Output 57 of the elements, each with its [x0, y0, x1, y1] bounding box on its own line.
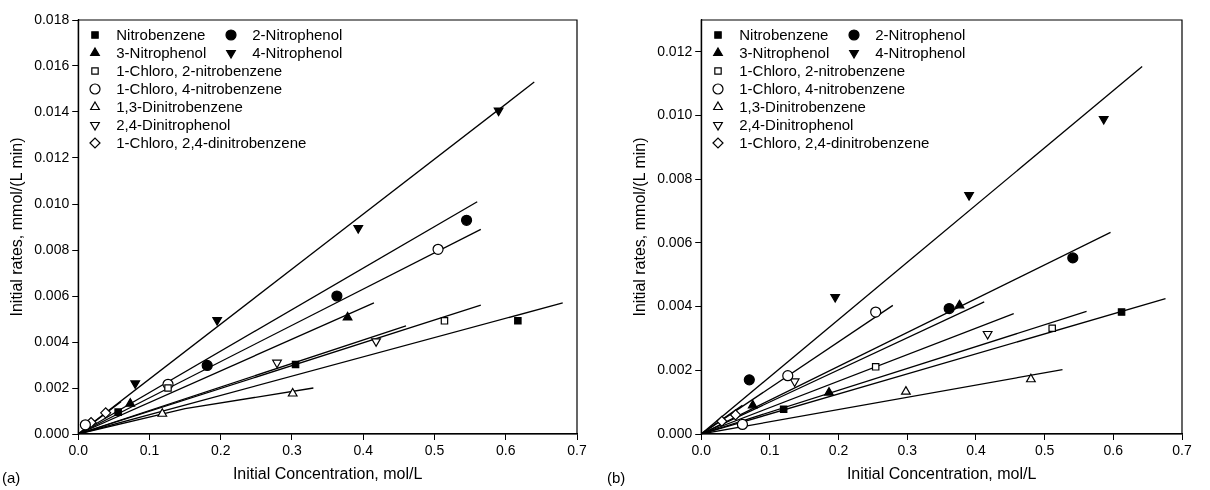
x-tick-label: 0.3 [282, 442, 302, 459]
y-tick-label: 0.000 [657, 424, 693, 441]
legend-label: 1-Chloro, 4-nitrobenzene [739, 80, 906, 97]
x-axis-title: Initial Concentration, mol/L [846, 464, 1037, 482]
x-tick-label: 0.4 [966, 442, 986, 459]
x-tick-label: 0.0 [68, 442, 89, 459]
text: (b) [607, 468, 626, 486]
x-tick-label: 0.6 [1103, 442, 1124, 459]
x-tick-label: 0.0 [691, 442, 712, 459]
x-tick-label: 0.4 [353, 442, 374, 459]
legend-label: 1-Chloro, 2,4-dinitrobenzene [116, 134, 307, 151]
text: (a) [2, 468, 21, 486]
y-tick-label: 0.008 [657, 170, 693, 187]
legend-label: 1,3-Dinitrobenzene [116, 98, 243, 115]
legend-label: 1-Chloro, 2-nitrobenzene [739, 62, 906, 79]
x-tick-label: 0.5 [1034, 442, 1055, 459]
y-tick-label: 0.002 [657, 361, 693, 378]
y-tick-label: 0.008 [34, 240, 70, 257]
legend-label: 4-Nitrophenol [252, 44, 343, 61]
x-tick-label: 0.3 [897, 442, 918, 459]
y-tick-label: 0.004 [34, 332, 70, 349]
legend-label: 2,4-Dinitrophenol [739, 116, 854, 133]
legend-label: 1-Chloro, 2-nitrobenzene [116, 62, 283, 79]
y-tick-label: 0.006 [34, 286, 70, 303]
legend-label: 3-Nitrophenol [739, 44, 830, 61]
x-tick-label: 0.1 [139, 442, 160, 459]
x-axis-title: Initial Concentration, mol/L [232, 464, 423, 482]
legend-label: 1-Chloro, 4-nitrobenzene [116, 80, 283, 97]
y-tick-label: 0.002 [34, 378, 70, 395]
legend-label: 2-Nitrophenol [252, 26, 343, 43]
legend-label: 1,3-Dinitrobenzene [739, 98, 866, 115]
y-tick-label: 0.006 [657, 233, 693, 250]
x-tick-label: 0.2 [828, 442, 849, 459]
x-tick-label: 0.2 [211, 442, 231, 459]
legend-label: 3-Nitrophenol [116, 44, 207, 61]
y-tick-label: 0.018 [34, 10, 70, 27]
x-tick-label: 0.7 [567, 442, 587, 459]
x-tick-label: 0.5 [424, 442, 445, 459]
y-tick-label: 0.012 [657, 42, 693, 59]
x-tick-label: 0.1 [760, 442, 780, 459]
y-tick-label: 0.010 [34, 194, 70, 211]
y-axis-title: Initial rates, mmol/(L min) [631, 137, 649, 317]
x-tick-label: 0.7 [1172, 442, 1192, 459]
legend-label: Nitrobenzene [116, 26, 206, 43]
y-tick-label: 0.012 [34, 148, 70, 165]
legend-label: Nitrobenzene [739, 26, 829, 43]
y-tick-label: 0.000 [34, 424, 70, 441]
legend-label: 2-Nitrophenol [875, 26, 966, 43]
y-tick-label: 0.016 [34, 56, 70, 73]
legend-label: 4-Nitrophenol [875, 44, 966, 61]
x-tick-label: 0.6 [496, 442, 516, 459]
y-tick-label: 0.004 [657, 297, 693, 314]
legend-label: 2,4-Dinitrophenol [116, 116, 231, 133]
y-tick-label: 0.010 [657, 106, 693, 123]
y-tick-label: 0.014 [34, 102, 70, 119]
legend-label: 1-Chloro, 2,4-dinitrobenzene [739, 134, 930, 151]
y-axis-title: Initial rates, mmol/(L min) [8, 137, 26, 317]
